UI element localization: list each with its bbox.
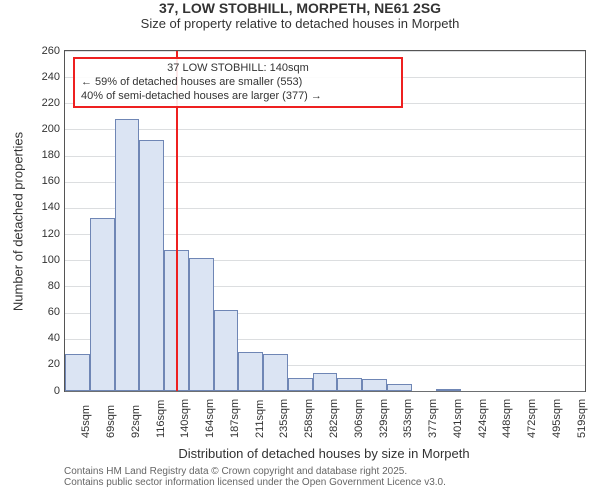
x-tick-label: 140sqm <box>179 399 191 438</box>
y-tick-label: 80 <box>30 280 60 292</box>
histogram-bar <box>139 140 164 391</box>
x-tick-label: 69sqm <box>105 405 117 438</box>
x-tick-label: 306sqm <box>353 399 365 438</box>
annotation-line: 37 LOW STOBHILL: 140sqm <box>81 62 395 76</box>
y-tick-label: 240 <box>30 71 60 83</box>
histogram-bar <box>362 379 387 391</box>
x-tick-label: 424sqm <box>477 399 489 438</box>
y-tick-label: 260 <box>30 45 60 57</box>
x-tick-label: 329sqm <box>378 399 390 438</box>
histogram-bar <box>288 378 313 391</box>
footer-line: Contains public sector information licen… <box>64 477 446 488</box>
chart-container: 37 LOW STOBHILL: 140sqm← 59% of detached… <box>0 0 600 500</box>
y-tick-label: 160 <box>30 175 60 187</box>
x-tick-label: 353sqm <box>402 399 414 438</box>
x-tick-label: 495sqm <box>551 399 563 438</box>
x-tick-label: 472sqm <box>526 399 538 438</box>
y-tick-label: 100 <box>30 254 60 266</box>
y-gridline <box>65 51 585 52</box>
histogram-bar <box>115 119 140 391</box>
annotation-line: ← 59% of detached houses are smaller (55… <box>81 76 395 90</box>
x-tick-label: 116sqm <box>155 400 167 438</box>
x-tick-label: 377sqm <box>427 399 439 438</box>
x-tick-label: 448sqm <box>501 399 513 438</box>
x-tick-label: 235sqm <box>278 399 290 438</box>
y-tick-label: 0 <box>30 385 60 397</box>
y-tick-label: 200 <box>30 123 60 135</box>
histogram-bar <box>90 218 115 391</box>
x-tick-label: 282sqm <box>328 399 340 438</box>
x-tick-label: 519sqm <box>576 399 588 438</box>
histogram-bar <box>337 378 362 391</box>
annotation-box: 37 LOW STOBHILL: 140sqm← 59% of detached… <box>73 57 403 108</box>
x-tick-label: 92sqm <box>130 405 142 438</box>
histogram-bar <box>189 258 214 391</box>
x-tick-label: 258sqm <box>303 399 315 438</box>
plot-area: 37 LOW STOBHILL: 140sqm← 59% of detached… <box>64 50 586 392</box>
x-tick-label: 211sqm <box>254 400 266 438</box>
x-tick-label: 164sqm <box>204 399 216 438</box>
y-tick-label: 20 <box>30 358 60 370</box>
y-tick-label: 40 <box>30 332 60 344</box>
histogram-bar <box>65 354 90 391</box>
y-tick-label: 60 <box>30 306 60 318</box>
histogram-bar <box>313 373 338 391</box>
attribution-footer: Contains HM Land Registry data © Crown c… <box>64 466 446 488</box>
y-gridline <box>65 391 585 392</box>
x-axis-label: Distribution of detached houses by size … <box>64 446 584 461</box>
y-tick-label: 220 <box>30 97 60 109</box>
x-tick-label: 187sqm <box>229 399 241 438</box>
y-gridline <box>65 129 585 130</box>
y-axis-label: Number of detached properties <box>11 51 26 391</box>
footer-line: Contains HM Land Registry data © Crown c… <box>64 466 446 477</box>
annotation-line: 40% of semi-detached houses are larger (… <box>81 90 395 104</box>
histogram-bar <box>214 310 239 391</box>
x-tick-label: 401sqm <box>452 399 464 438</box>
y-tick-label: 120 <box>30 228 60 240</box>
histogram-bar <box>387 384 412 391</box>
y-tick-label: 140 <box>30 201 60 213</box>
y-tick-label: 180 <box>30 149 60 161</box>
x-tick-label: 45sqm <box>80 405 92 438</box>
histogram-bar <box>238 352 263 391</box>
histogram-bar <box>263 354 288 391</box>
histogram-bar <box>436 389 461 391</box>
